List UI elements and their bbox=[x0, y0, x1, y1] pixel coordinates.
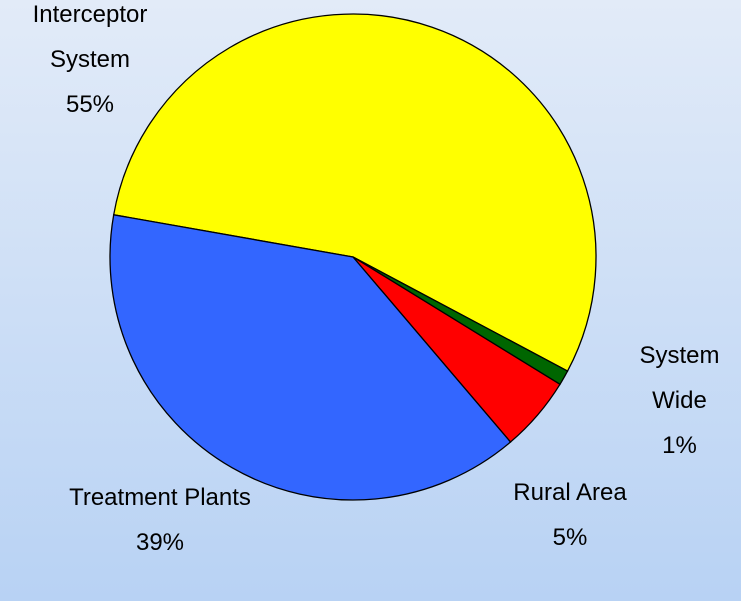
slice-label: Interceptor System 55% bbox=[20, 0, 160, 127]
pie-slice bbox=[109, 214, 512, 501]
slice-name: Treatment Plants bbox=[69, 484, 251, 511]
slice-name: System Wide bbox=[639, 342, 720, 414]
slice-value-label: 39% bbox=[135, 529, 185, 556]
slice-name: Interceptor System bbox=[32, 1, 148, 73]
slice-value-label: 1% bbox=[662, 432, 697, 459]
slice-name: Rural Area bbox=[513, 479, 627, 506]
slice-label: System Wide 1% bbox=[612, 333, 741, 468]
pie-slice bbox=[112, 13, 597, 372]
slice-value-label: 5% bbox=[552, 524, 588, 551]
slice-label: Rural Area 5% bbox=[470, 470, 670, 560]
slice-label: Treatment Plants 39% bbox=[60, 475, 260, 565]
slice-value-label: 55% bbox=[65, 91, 115, 118]
